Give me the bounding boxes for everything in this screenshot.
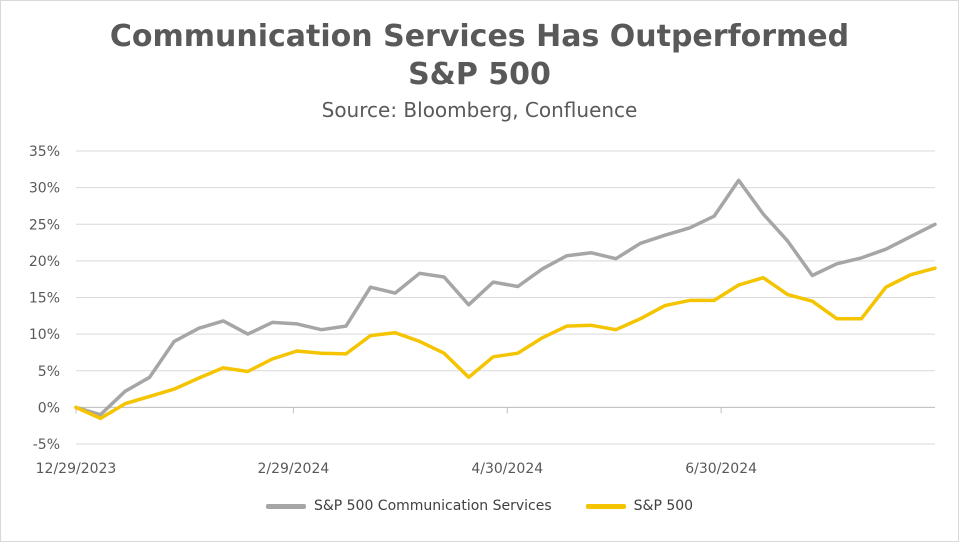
chart-legend: S&P 500 Communication Services S&P 500 [0, 498, 959, 514]
legend-label-sp500: S&P 500 [633, 498, 694, 514]
y-tick-label: -5% [33, 437, 60, 453]
y-tick-label: 15% [29, 291, 60, 307]
x-tick-label: 12/29/2023 [36, 461, 117, 477]
y-tick-label: 30% [29, 181, 60, 197]
chart-subtitle: Source: Bloomberg, Confluence [321, 98, 638, 122]
legend-swatch-sp500 [585, 503, 626, 509]
y-tick-label: 5% [38, 364, 60, 380]
legend-item-sp500: S&P 500 [585, 498, 694, 514]
y-tick-label: 0% [38, 400, 60, 416]
legend-swatch-comm-services [265, 503, 306, 509]
y-tick-label: 10% [29, 327, 60, 343]
series-line-sp500 [74, 266, 937, 421]
chart-title-line-2: S&P 500 [408, 57, 551, 92]
x-tick-label: 6/30/2024 [685, 461, 757, 477]
x-tick-label: 4/30/2024 [471, 461, 543, 477]
x-tick-label: 2/29/2024 [257, 461, 329, 477]
legend-item-comm-services: S&P 500 Communication Services [265, 498, 552, 514]
y-tick-label: 35% [29, 144, 60, 160]
chart-title-line-1: Communication Services Has Outperformed [109, 19, 850, 54]
y-tick-label: 20% [29, 254, 60, 270]
series-line-comm-services [74, 178, 937, 417]
y-tick-label: 25% [29, 217, 60, 233]
legend-label-comm-services: S&P 500 Communication Services [313, 498, 552, 514]
